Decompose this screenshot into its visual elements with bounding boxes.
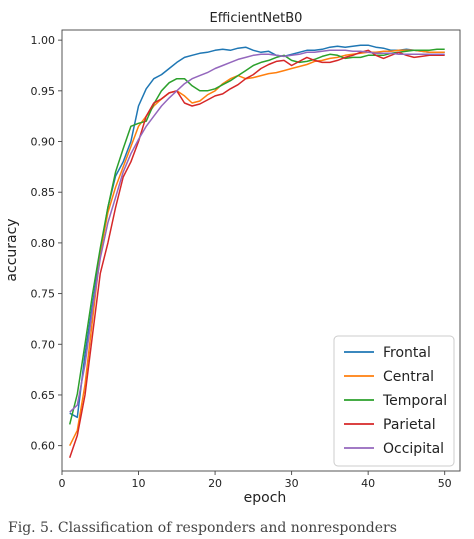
legend-label: Occipital: [383, 441, 444, 457]
legend-label: Temporal: [382, 393, 447, 409]
legend: Frontal Central Temporal Parietal Occipital: [333, 335, 455, 467]
legend-box: [333, 335, 455, 467]
x-tick-label: 10: [132, 477, 146, 490]
y-tick-label: 0.90: [31, 136, 56, 149]
y-tick-label: 0.80: [31, 237, 56, 250]
y-tick-label: 0.75: [31, 288, 56, 301]
y-tick-label: 1.00: [31, 34, 56, 47]
x-tick-label: 40: [361, 477, 375, 490]
series-line-parietal: [68, 49, 445, 459]
x-tick-label: 50: [438, 477, 452, 490]
x-tick-label: 20: [208, 477, 222, 490]
series-line-frontal: [69, 44, 445, 419]
series-line-central: [69, 49, 445, 447]
x-tick-label: 0: [59, 477, 66, 490]
y-tick-label: 0.85: [31, 186, 56, 199]
series-line-occipital: [69, 49, 445, 413]
series-line-temporal: [68, 48, 445, 425]
y-tick-label: 0.95: [31, 85, 56, 98]
y-tick-label: 0.70: [31, 338, 56, 351]
y-axis-label: accuracy: [4, 218, 20, 281]
plot-frame: [61, 29, 461, 472]
x-tick-label: 30: [285, 477, 299, 490]
series-lines: [68, 44, 445, 459]
chart-title: EfficientNetB0: [210, 11, 303, 26]
y-tick-label: 0.60: [31, 440, 56, 453]
y-tick-label: 0.65: [31, 389, 56, 402]
figure-caption: Fig. 5. Classification of responders and…: [8, 520, 397, 536]
axis-ticks: 0 10 20 30 40 50 0.60 0.65 0.70 0.75 0.80 0.85 0.90 0…: [31, 34, 452, 490]
x-axis-label: epoch: [244, 490, 287, 506]
legend-label: Parietal: [383, 417, 436, 433]
legend-label: Frontal: [383, 345, 431, 361]
legend-label: Central: [383, 369, 434, 385]
